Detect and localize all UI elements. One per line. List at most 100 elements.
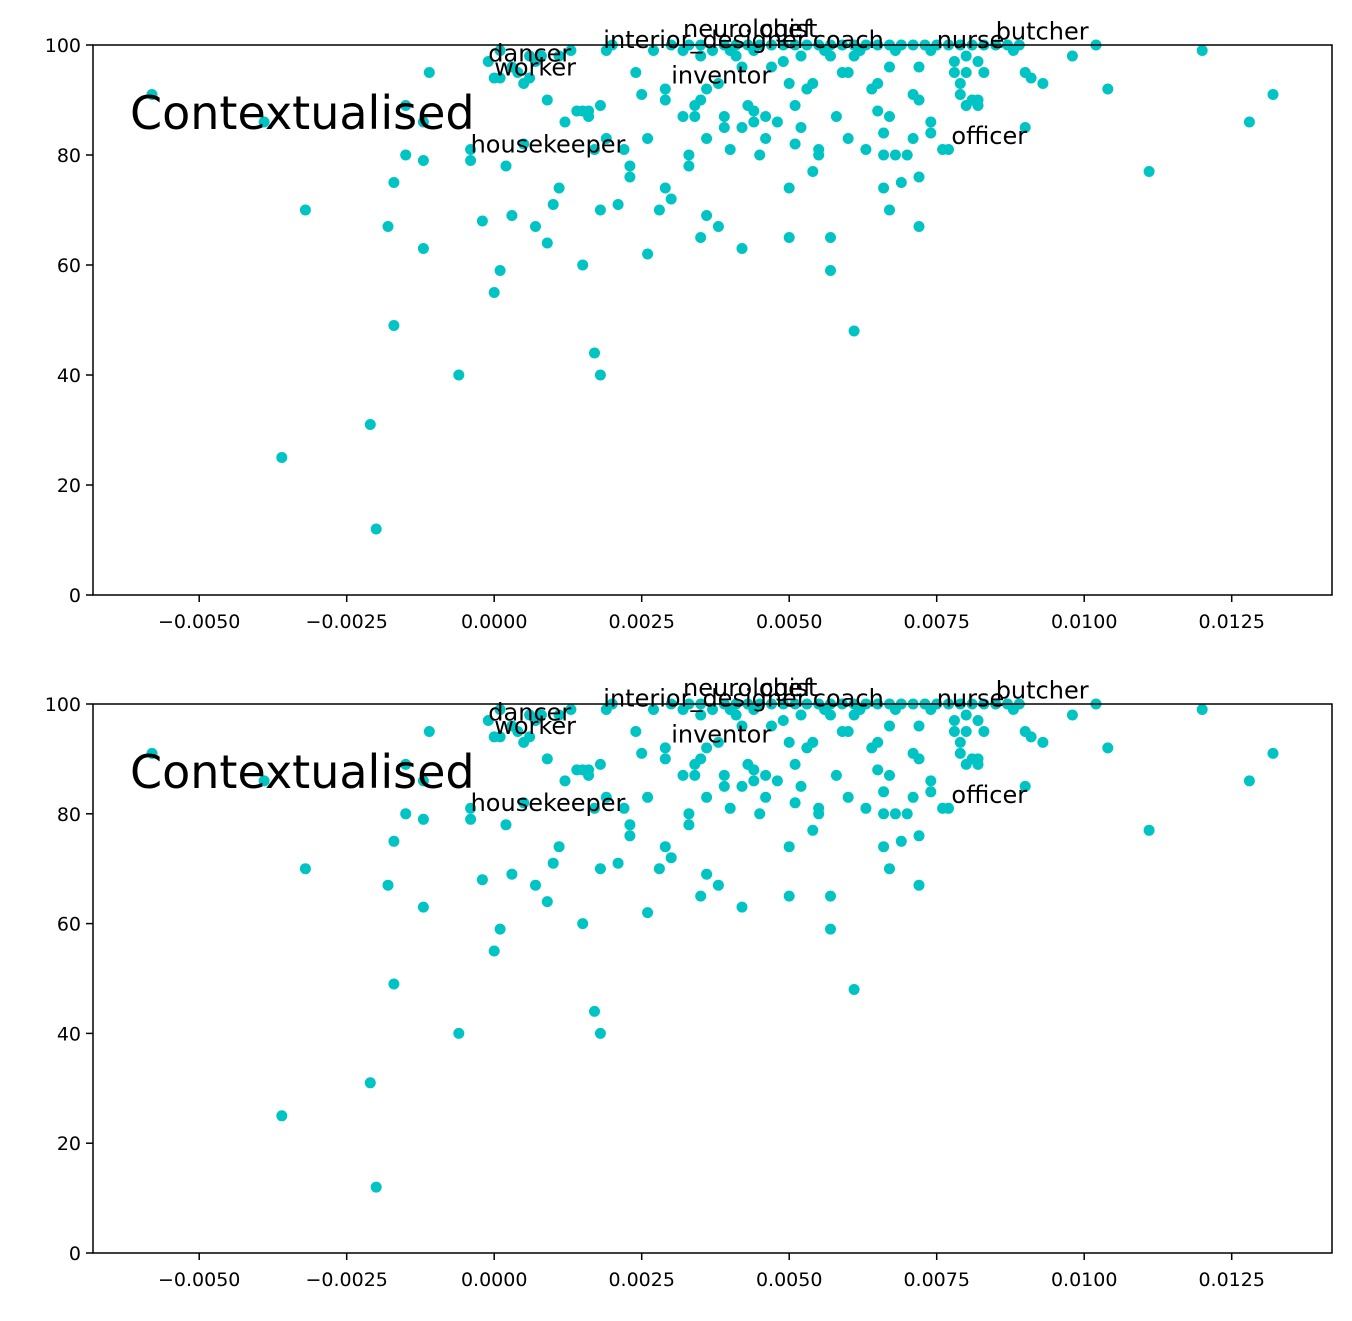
chart-1-point xyxy=(1102,83,1114,95)
chart-1-point xyxy=(400,100,412,111)
chart-1-point xyxy=(718,122,730,133)
chart-2-point xyxy=(146,747,158,759)
chart-1-point xyxy=(736,243,748,254)
chart-2-point xyxy=(683,808,695,820)
chart-2-point xyxy=(465,813,477,825)
chart-2-point xyxy=(736,901,748,913)
chart-1-annotation-housekeeper: housekeeper xyxy=(471,130,626,158)
chart-2-points xyxy=(146,698,1279,1193)
chart-2-point xyxy=(612,857,624,869)
chart-2-annotation-worker: worker xyxy=(494,712,576,740)
chart-2-point xyxy=(299,863,311,875)
chart-1-point xyxy=(553,182,565,194)
chart-2-y-tick-label: 100 xyxy=(45,694,81,716)
chart-2-point xyxy=(594,758,606,770)
chart-2-point xyxy=(895,835,907,847)
chart-1-point xyxy=(659,94,671,106)
chart-1-point xyxy=(766,61,777,73)
chart-2-point xyxy=(370,1181,382,1193)
chart-1-point xyxy=(541,94,553,106)
chart-2-point xyxy=(948,715,960,726)
chart-2-point xyxy=(795,709,807,721)
chart-1-point xyxy=(565,45,577,56)
chart-2-point xyxy=(482,715,494,726)
chart-1-point xyxy=(712,78,724,89)
chart-1-points xyxy=(146,39,1279,535)
chart-2-point xyxy=(878,808,890,820)
chart-2-point xyxy=(1243,775,1255,787)
chart-2-point xyxy=(417,775,429,787)
chart-1-point xyxy=(842,67,854,78)
chart-2-x-tick-label: 0.0050 xyxy=(756,1269,822,1291)
chart-2-point xyxy=(535,709,547,721)
chart-2-point xyxy=(913,830,925,842)
chart-1-point xyxy=(825,265,836,276)
chart-1-point xyxy=(1025,72,1037,84)
chart-1-point xyxy=(707,45,718,56)
chart-2-point xyxy=(518,797,530,809)
chart-1-point xyxy=(541,237,553,249)
chart-1-x-tick-label: 0.0125 xyxy=(1198,611,1264,633)
chart-1-point xyxy=(453,369,465,381)
chart-2-point xyxy=(512,726,524,737)
chart-2-annotation-dancer: dancer xyxy=(488,699,571,727)
chart-2-point xyxy=(901,808,913,820)
chart-1-point xyxy=(677,111,689,122)
chart-1-point xyxy=(1267,89,1279,100)
chart-2-point xyxy=(872,736,884,748)
chart-1-point xyxy=(695,232,707,243)
chart-2-x-tick-label: 0.0075 xyxy=(903,1269,969,1291)
chart-2-point xyxy=(500,819,512,831)
chart-2-point xyxy=(659,753,671,765)
chart-1-point xyxy=(683,149,695,161)
chart-2-point xyxy=(712,736,724,748)
chart-2-point xyxy=(789,797,801,809)
chart-2-point xyxy=(925,704,937,715)
chart-2-point xyxy=(453,1027,465,1039)
chart-1-point xyxy=(659,182,671,194)
chart-1-x-tick-label: 0.0025 xyxy=(608,611,674,633)
chart-1-point xyxy=(506,210,518,221)
chart-1-point xyxy=(388,320,400,331)
chart-1-point xyxy=(884,61,895,73)
chart-2-point xyxy=(630,726,642,737)
chart-2-point xyxy=(913,720,925,732)
chart-2-annotation-officer: officer xyxy=(951,781,1027,809)
chart-2-point xyxy=(541,896,553,908)
chart-2-point xyxy=(842,726,854,737)
chart-2-point xyxy=(795,780,807,792)
chart-1-point xyxy=(423,67,435,78)
chart-1-point xyxy=(854,45,866,56)
chart-1-annotation-officer: officer xyxy=(951,122,1027,150)
chart-1-point xyxy=(860,144,872,155)
chart-1-point xyxy=(736,61,748,73)
chart-2-annotation-housekeeper: housekeeper xyxy=(471,789,626,817)
chart-2-point xyxy=(589,1005,600,1017)
chart-2-annotation-nurse: nurse xyxy=(937,685,1005,713)
chart-1-point xyxy=(494,45,506,56)
chart-2-point xyxy=(559,775,571,787)
chart-2-point xyxy=(524,731,536,743)
chart-1-point xyxy=(624,160,636,172)
chart-2-point xyxy=(707,704,718,715)
chart-1-point xyxy=(530,221,541,232)
chart-2-point xyxy=(1025,731,1037,743)
chart-2-point xyxy=(972,758,984,770)
chart-1-annotation-interior-designer: interior_designer xyxy=(603,26,807,54)
chart-2-point xyxy=(848,984,860,995)
chart-1-point xyxy=(1143,166,1155,177)
chart-1-point xyxy=(972,100,984,111)
chart-1-point xyxy=(819,45,831,56)
chart-2-point xyxy=(547,857,559,869)
chart-1-point xyxy=(807,166,819,177)
chart-1-point xyxy=(760,111,772,122)
chart-1-point xyxy=(417,243,429,254)
chart-2-point xyxy=(760,769,772,781)
chart-1-point xyxy=(465,155,477,166)
chart-2-point xyxy=(813,808,825,820)
chart-2-point xyxy=(594,1027,606,1039)
chart-2-point xyxy=(948,726,960,737)
chart-2-point xyxy=(417,901,429,913)
